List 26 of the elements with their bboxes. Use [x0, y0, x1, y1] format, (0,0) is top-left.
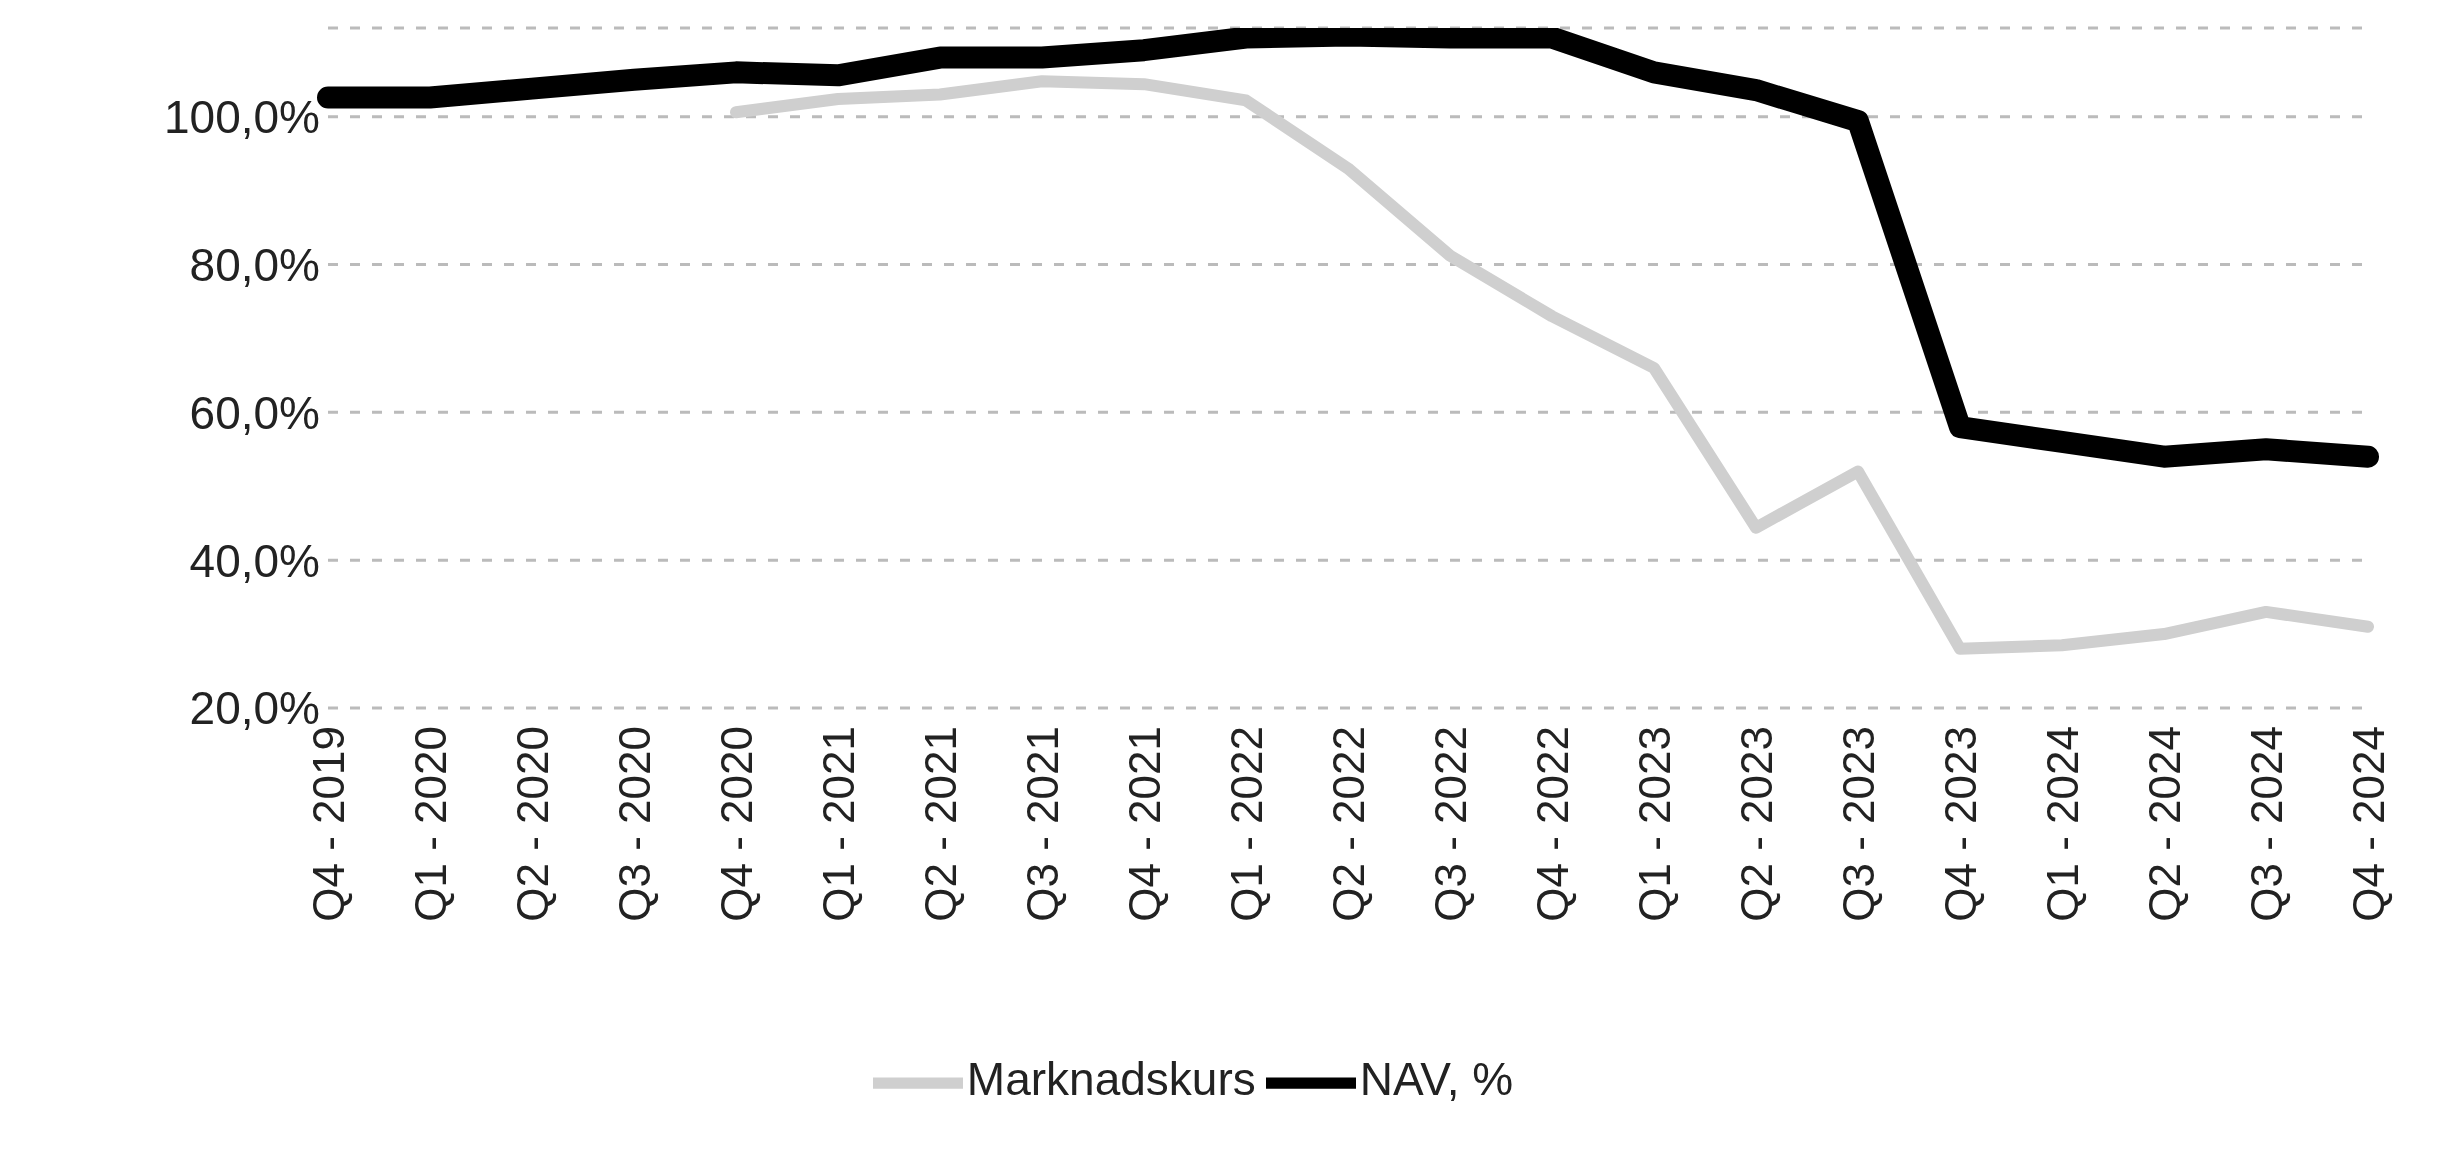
x-tick-label: Q1 - 2023: [1629, 726, 1679, 922]
x-tick-label: Q2 - 2023: [1731, 726, 1781, 922]
x-tick-label: Q2 - 2021: [915, 726, 965, 922]
x-tick-label: Q1 - 2022: [1221, 726, 1271, 922]
y-tick-label: 80,0%: [189, 238, 320, 291]
x-tick-label: Q1 - 2024: [2037, 726, 2087, 922]
x-tick-label: Q2 - 2024: [2139, 726, 2189, 922]
x-tick-label: Q3 - 2023: [1833, 726, 1883, 922]
x-tick-label: Q3 - 2020: [609, 726, 659, 922]
x-tick-label: Q4 - 2022: [1527, 726, 1577, 922]
legend-label: Marknadskurs: [966, 1053, 1256, 1106]
x-tick-label: Q3 - 2024: [2241, 726, 2291, 922]
y-tick-label: 100,0%: [163, 91, 320, 144]
x-tick-label: Q1 - 2020: [405, 726, 455, 922]
y-tick-label: 60,0%: [189, 386, 320, 439]
x-tick-label: Q4 - 2021: [1119, 726, 1169, 922]
x-tick-label: Q3 - 2021: [1017, 726, 1067, 922]
x-tick-label: Q1 - 2021: [813, 726, 863, 922]
legend-label: NAV, %: [1359, 1053, 1514, 1106]
y-tick-label: 40,0%: [189, 534, 320, 587]
x-tick-label: Q4 - 2024: [2343, 726, 2393, 922]
x-tick-label: Q3 - 2022: [1425, 726, 1475, 922]
x-tick-label: Q2 - 2022: [1323, 726, 1373, 922]
x-tick-label: Q2 - 2020: [507, 726, 557, 922]
x-tick-label: Q4 - 2020: [711, 726, 761, 922]
x-tick-label: Q4 - 2023: [1935, 726, 1985, 922]
